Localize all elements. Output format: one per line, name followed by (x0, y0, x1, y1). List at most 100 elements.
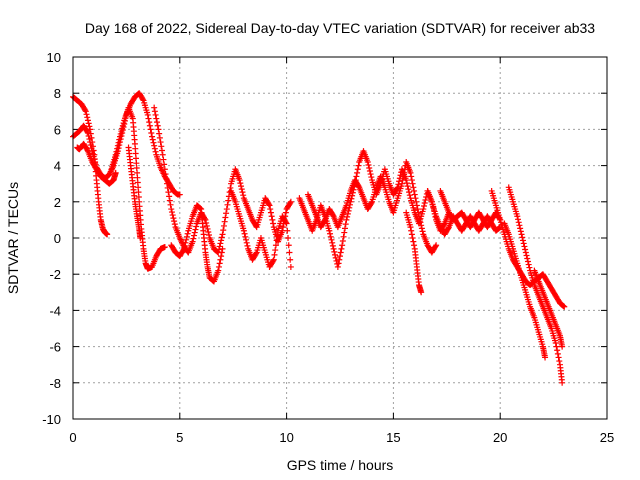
data-point-arc-9 (440, 221, 447, 228)
data-point-arc-11 (408, 231, 415, 238)
data-point-arc-6 (156, 130, 163, 137)
data-point-arc-10 (419, 228, 426, 235)
data-point-arc-8 (273, 237, 280, 244)
data-point-arc-11 (407, 224, 414, 231)
data-point-arc-9 (337, 253, 343, 260)
data-point-arc-3 (114, 145, 121, 152)
data-point-arc-6 (238, 183, 245, 190)
data-point-arc-6 (270, 220, 277, 227)
data-point-arc-3 (114, 142, 121, 149)
data-point-arc-12 (496, 224, 503, 231)
data-point-arc-1 (146, 119, 153, 126)
data-point-arc-8 (283, 220, 290, 227)
data-point-arc-9 (327, 230, 334, 237)
data-point-arc-6 (237, 180, 244, 187)
data-point-arc-11 (411, 242, 418, 249)
y-tick-label: -10 (42, 412, 61, 427)
data-point-arc-10 (415, 209, 422, 216)
data-point-arc-8 (244, 242, 251, 249)
data-point-arc-6 (161, 161, 168, 168)
data-point-arc-3 (113, 148, 120, 155)
data-point-arc-9 (334, 263, 341, 270)
data-point-arc-2 (86, 123, 93, 130)
data-point-arc-10 (400, 173, 407, 180)
data-point-arc-6 (205, 228, 212, 235)
data-point-arc-10 (413, 202, 420, 209)
data-point-arc-15 (517, 228, 524, 235)
data-point-arc-9 (336, 256, 343, 263)
data-point-arc-11 (410, 238, 417, 245)
data-point-arc-10 (401, 169, 408, 176)
data-point-arc-9 (342, 221, 349, 228)
data-point-arc-8 (285, 242, 292, 249)
data-point-arc-6 (171, 218, 178, 225)
data-point-arc-6 (240, 192, 247, 199)
data-point-arc-15 (516, 222, 523, 229)
data-point-arc-9 (329, 239, 336, 246)
data-point-arc-3 (116, 136, 123, 143)
data-point-arc-1 (151, 145, 158, 152)
data-point-arc-6 (165, 189, 172, 196)
data-point-arc-6 (218, 237, 225, 244)
data-point-arc-8 (286, 249, 293, 256)
data-point-arc-7 (217, 256, 224, 263)
data-point-arc-15 (522, 246, 529, 253)
data-point-arc-9 (365, 161, 372, 168)
data-point-arc-9 (335, 260, 342, 267)
data-point-arc-9 (348, 195, 355, 202)
data-point-arc-9 (405, 186, 412, 193)
data-point-arc-9 (403, 180, 410, 187)
data-point-arc-6 (153, 115, 160, 122)
data-point-arc-9 (368, 174, 375, 181)
data-point-arc-15 (553, 343, 560, 350)
data-point-arc-10 (414, 206, 421, 213)
data-point-arc-2 (87, 130, 94, 137)
data-point-arc-1 (176, 191, 183, 198)
data-point-arc-7 (218, 249, 225, 256)
y-tick-label: -4 (49, 303, 61, 318)
data-point-arc-9 (327, 233, 334, 240)
data-point-arc-9 (332, 254, 339, 261)
data-point-arc-9 (328, 236, 335, 243)
data-point-arc-16 (542, 354, 549, 361)
data-point-arc-6 (225, 197, 232, 204)
data-point-arc-6 (193, 223, 200, 230)
data-point-arc-6 (159, 147, 165, 154)
data-point-arc-15 (524, 258, 531, 265)
y-tick-label: 10 (47, 50, 61, 65)
data-point-arc-8 (282, 219, 289, 226)
data-point-arc-6 (164, 184, 171, 191)
data-point-arc-6 (191, 229, 198, 236)
y-tick-label: -6 (49, 340, 61, 355)
data-point-arc-6 (215, 246, 222, 253)
data-point-arc-6 (222, 214, 229, 221)
y-tick-label: 4 (54, 159, 61, 174)
data-point-arc-6 (168, 209, 175, 216)
data-point-arc-10 (417, 219, 424, 226)
data-point-arc-3 (120, 120, 127, 127)
y-tick-label: -8 (49, 376, 61, 391)
data-point-arc-8 (243, 239, 250, 246)
data-point-arc-9 (367, 171, 374, 178)
data-point-arc-1 (149, 136, 156, 143)
data-point-arc-15 (554, 347, 561, 354)
y-tick-label: 0 (54, 231, 61, 246)
data-point-arc-9 (422, 196, 429, 203)
data-point-arc-15 (520, 240, 527, 247)
data-point-arc-6 (156, 134, 163, 141)
data-point-arc-1 (149, 133, 156, 140)
data-point-arc-8 (270, 257, 277, 264)
data-point-arc-6 (217, 240, 224, 247)
data-point-arc-12 (445, 225, 452, 232)
data-point-arc-11 (408, 227, 415, 234)
data-point-arc-9 (355, 162, 362, 169)
data-point-arc-10 (416, 213, 423, 220)
data-point-arc-1 (152, 148, 159, 155)
data-point-arc-6 (159, 151, 166, 158)
data-point-arc-9 (421, 203, 428, 210)
y-tick-label: 6 (54, 122, 61, 137)
data-point-arc-6 (162, 171, 169, 178)
data-point-arc-9 (406, 192, 413, 199)
data-point-arc-6 (160, 156, 167, 163)
data-point-arc-3 (116, 133, 123, 140)
